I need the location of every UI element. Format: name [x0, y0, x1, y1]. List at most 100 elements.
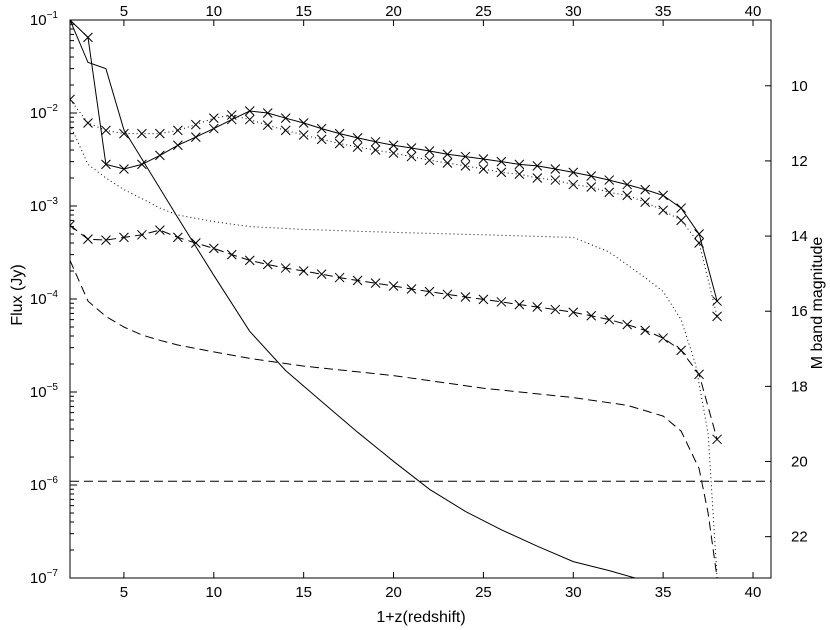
series-2-marker — [496, 167, 507, 178]
series-1-marker — [586, 171, 597, 181]
x-tick-label: 5 — [120, 584, 128, 601]
series-2-marker — [172, 125, 183, 136]
series-2-marker — [119, 128, 129, 139]
y-tick-label: 10−2 — [30, 103, 59, 122]
y2-tick-label: 14 — [791, 228, 808, 245]
series-2-marker — [70, 94, 75, 105]
series-2-marker — [190, 119, 201, 130]
series-1-marker — [172, 140, 183, 151]
y2-tick-label: 20 — [791, 454, 808, 471]
series-3-marker — [262, 259, 273, 270]
series-3-marker — [316, 269, 327, 280]
plot-frame — [69, 19, 772, 579]
series-3-marker — [622, 319, 633, 330]
series-1-marker — [406, 143, 417, 153]
series-3-marker — [155, 225, 165, 235]
series-2-marker — [388, 148, 399, 159]
series-2-marker — [532, 173, 543, 183]
y2-tick-label: 10 — [791, 78, 808, 95]
series-2-marker — [568, 179, 579, 190]
series-3-marker — [604, 314, 615, 325]
series-3-marker — [370, 278, 381, 289]
x-top-tick-label: 15 — [295, 3, 312, 20]
series-3-marker — [694, 369, 704, 380]
series-2-marker — [83, 118, 93, 128]
x-top-tick-label: 40 — [745, 3, 762, 20]
series-1-marker — [101, 159, 111, 170]
series-3-marker — [478, 294, 489, 305]
series-line-6 — [70, 260, 718, 578]
series-line-4 — [70, 20, 637, 578]
series-2-marker — [208, 113, 219, 124]
series-2-marker — [137, 128, 147, 139]
series-3-marker — [406, 284, 417, 294]
series-2-marker — [352, 142, 363, 152]
y2-tick-label: 16 — [791, 303, 808, 320]
series-1-marker — [83, 32, 93, 43]
series-1-marker — [70, 20, 75, 25]
series-3-marker — [119, 232, 129, 243]
series-2-marker — [658, 205, 669, 216]
series-2-marker — [244, 114, 255, 125]
y-tick-label: 10−7 — [30, 568, 59, 587]
series-1-marker — [298, 118, 309, 128]
series-1-marker — [694, 229, 704, 239]
series-2-marker — [586, 182, 597, 192]
series-1-marker — [496, 156, 507, 167]
series-1-marker — [155, 150, 165, 161]
series-2-marker — [370, 145, 381, 155]
x-tick-label: 10 — [205, 584, 222, 601]
series-1-marker — [190, 132, 201, 142]
series-1-marker — [712, 296, 722, 306]
series-3-marker — [550, 304, 561, 315]
x-tick-label: 25 — [475, 584, 492, 601]
x-top-tick-label: 25 — [475, 3, 492, 20]
series-2-marker — [442, 158, 453, 168]
series-1-marker — [658, 190, 669, 201]
series-2-marker — [604, 187, 615, 198]
y-tick-label: 10−4 — [30, 289, 59, 308]
series-3-marker — [280, 263, 291, 273]
x-tick-label: 20 — [385, 584, 402, 601]
series-3-marker — [496, 297, 507, 307]
series-3-marker — [208, 243, 219, 254]
series-3-marker — [514, 299, 525, 310]
series-2-marker — [226, 110, 237, 120]
series-2-marker — [424, 155, 435, 166]
series-line-2 — [70, 99, 718, 317]
series-2-marker — [676, 215, 686, 226]
x-top-tick-label: 10 — [205, 3, 222, 20]
series-3-marker — [712, 434, 722, 445]
series-2-marker — [478, 164, 489, 174]
series-3-marker — [334, 272, 345, 283]
series-1-marker — [226, 114, 237, 125]
series-2-marker — [155, 128, 165, 139]
series-1-marker — [280, 113, 291, 124]
series-line-3 — [70, 224, 718, 440]
series-1-marker — [244, 106, 255, 116]
series-3-marker — [586, 310, 597, 321]
x-tick-label: 30 — [565, 584, 582, 601]
y2-tick-label: 18 — [791, 378, 808, 395]
series-2-marker — [712, 311, 722, 322]
series-2-marker — [460, 161, 471, 171]
series-3-marker — [298, 266, 309, 276]
series-3-marker — [101, 235, 111, 245]
series-3-marker — [172, 232, 183, 243]
series-3-marker — [460, 292, 471, 302]
series-1-marker — [316, 123, 327, 134]
y-tick-label: 10−5 — [30, 382, 59, 401]
y2-tick-label: 22 — [791, 529, 808, 546]
series-2-marker — [334, 138, 345, 149]
series-2-marker — [298, 130, 309, 140]
x-top-tick-label: 5 — [120, 3, 128, 20]
series-2-marker — [622, 190, 633, 201]
series-2-marker — [101, 125, 111, 136]
series-1-marker — [622, 179, 633, 190]
y-axis-title: Flux (Jy) — [9, 264, 26, 325]
series-3-marker — [658, 333, 669, 343]
series-1-marker — [388, 140, 399, 151]
series-1-marker — [119, 164, 129, 174]
series-3-marker — [226, 249, 237, 260]
